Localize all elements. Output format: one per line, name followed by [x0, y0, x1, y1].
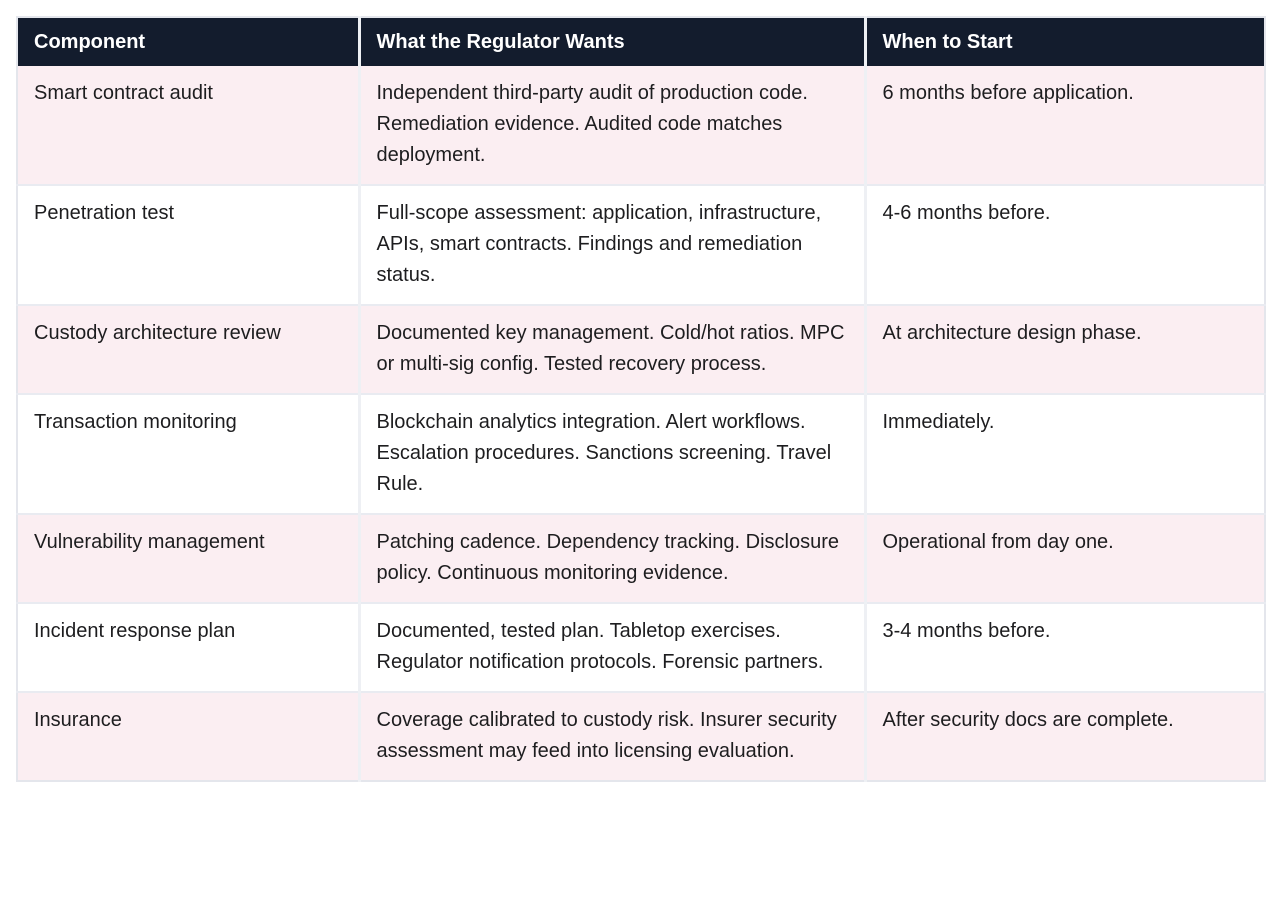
- regulator-wants-cell: Documented key management. Cold/hot rati…: [359, 304, 867, 394]
- component-cell: Vulnerability management: [17, 513, 361, 603]
- component-cell: Smart contract audit: [17, 66, 361, 185]
- regulator-wants-cell: Full-scope assessment: application, infr…: [359, 184, 867, 305]
- regulator-wants-cell: Coverage calibrated to custody risk. Ins…: [359, 691, 867, 781]
- component-cell: Custody architecture review: [17, 304, 361, 394]
- when-to-start-cell: At architecture design phase.: [865, 304, 1265, 394]
- component-cell: Transaction monitoring: [17, 393, 361, 514]
- when-to-start-cell: 6 months before application.: [865, 66, 1265, 185]
- when-to-start-cell: 3-4 months before.: [865, 602, 1265, 692]
- regulator-wants-cell: Blockchain analytics integration. Alert …: [359, 393, 867, 514]
- when-to-start-cell: Operational from day one.: [865, 513, 1265, 603]
- component-cell: Penetration test: [17, 184, 361, 305]
- table-row: Incident response plan Documented, teste…: [17, 602, 1265, 692]
- compliance-table: Component What the Regulator Wants When …: [16, 16, 1266, 782]
- table-row: Transaction monitoring Blockchain analyt…: [17, 393, 1265, 514]
- component-cell: Insurance: [17, 691, 361, 781]
- when-to-start-cell: After security docs are complete.: [865, 691, 1265, 781]
- table-row: Vulnerability management Patching cadenc…: [17, 513, 1265, 603]
- table-row: Smart contract audit Independent third-p…: [17, 66, 1265, 185]
- when-to-start-cell: Immediately.: [865, 393, 1265, 514]
- column-header-regulator-wants: What the Regulator Wants: [359, 17, 867, 66]
- table-row: Penetration test Full-scope assessment: …: [17, 184, 1265, 305]
- when-to-start-cell: 4-6 months before.: [865, 184, 1265, 305]
- column-header-when-to-start: When to Start: [865, 17, 1265, 66]
- table-row: Custody architecture review Documented k…: [17, 304, 1265, 394]
- regulator-wants-cell: Independent third-party audit of product…: [359, 66, 867, 185]
- regulator-wants-cell: Patching cadence. Dependency tracking. D…: [359, 513, 867, 603]
- table-header-row: Component What the Regulator Wants When …: [17, 17, 1265, 66]
- component-cell: Incident response plan: [17, 602, 361, 692]
- regulator-wants-cell: Documented, tested plan. Tabletop exerci…: [359, 602, 867, 692]
- table-row: Insurance Coverage calibrated to custody…: [17, 691, 1265, 781]
- column-header-component: Component: [17, 17, 361, 66]
